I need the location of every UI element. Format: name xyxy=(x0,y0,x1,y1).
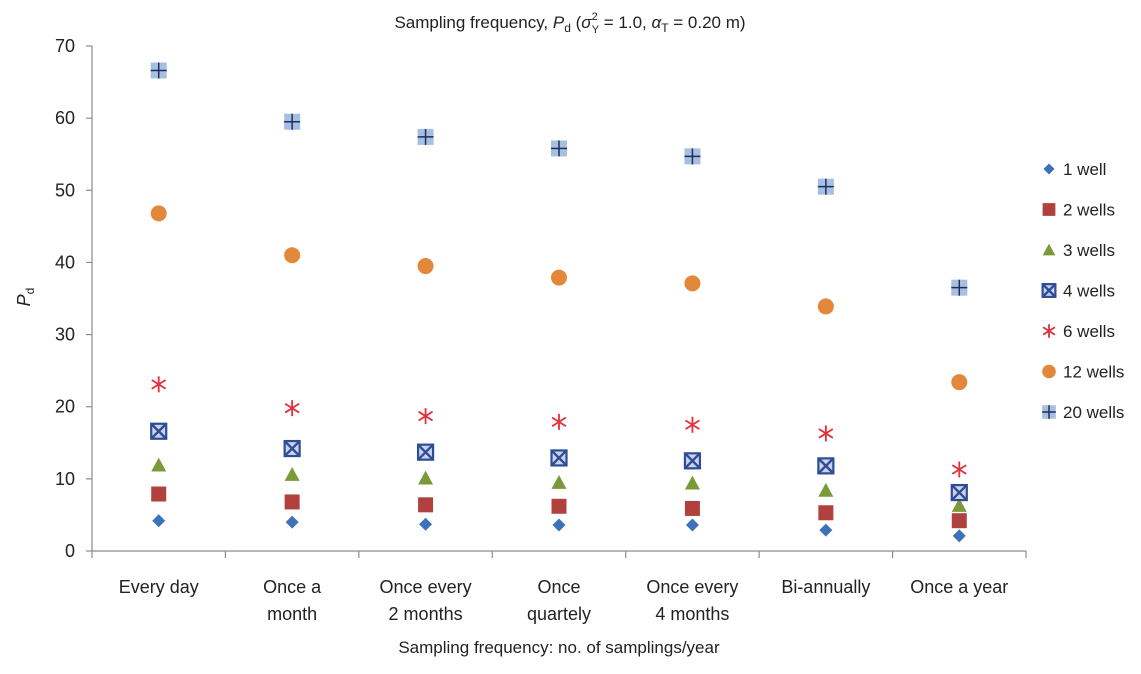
axis-titles: Sampling frequency: no. of samplings/yea… xyxy=(14,288,720,657)
data-point-12-wells xyxy=(150,205,167,222)
legend-label: 6 wells xyxy=(1063,322,1115,341)
data-point-2-wells xyxy=(418,497,434,513)
data-point-1-well xyxy=(419,517,433,531)
data-point-20-wells xyxy=(150,62,167,79)
chart-title-group: Sampling frequency, Pd (σ2 Y = 1.0, αT = … xyxy=(394,11,745,36)
data-point-12-wells xyxy=(417,258,434,275)
y-tick-label: 70 xyxy=(55,36,75,56)
data-point-6-wells xyxy=(284,400,300,417)
data-point-3-wells xyxy=(684,475,700,490)
data-point-3-wells xyxy=(418,470,434,485)
legend-marker-2-wells xyxy=(1042,203,1056,216)
data-point-3-wells xyxy=(284,467,300,481)
y-axis-title: Pd xyxy=(14,288,37,307)
data-point-20-wells xyxy=(817,178,834,195)
legend-marker-12-wells xyxy=(1042,364,1056,379)
data-point-2-wells xyxy=(284,494,300,510)
y-tick-label: 50 xyxy=(55,180,75,200)
data-point-3-wells xyxy=(818,482,834,497)
legend-label: 4 wells xyxy=(1063,282,1115,301)
x-axis-title: Sampling frequency: no. of samplings/yea… xyxy=(398,638,720,657)
data-point-2-wells xyxy=(684,500,700,516)
data-point-4-wells xyxy=(817,457,835,475)
y-tick-label: 40 xyxy=(55,252,75,272)
legend-marker-3-wells xyxy=(1042,243,1056,256)
x-axis-ticks: Every day Once a month Once every 2 months On… xyxy=(91,551,1027,624)
data-point-6-wells xyxy=(151,376,167,393)
data-point-1-well xyxy=(952,529,966,543)
y-tick-label: 0 xyxy=(65,541,75,561)
data-point-6-wells xyxy=(418,408,434,425)
legend-label: 20 wells xyxy=(1063,403,1124,422)
x-category-label: Bi-annually xyxy=(781,577,870,597)
y-tick-label: 10 xyxy=(55,469,75,489)
data-point-20-wells xyxy=(417,128,434,145)
data-point-4-wells xyxy=(416,443,435,461)
data-point-20-wells xyxy=(284,113,301,130)
data-point-2-wells xyxy=(818,505,834,521)
legend-marker-4-wells xyxy=(1041,283,1057,298)
y-tick-label: 30 xyxy=(55,325,75,345)
legend-marker-6-wells xyxy=(1042,324,1056,338)
data-point-3-wells xyxy=(151,457,167,472)
data-point-12-wells xyxy=(551,269,567,286)
data-point-4-wells xyxy=(150,422,168,440)
data-point-3-wells xyxy=(551,474,567,489)
data-point-20-wells xyxy=(684,148,701,165)
data-point-6-wells xyxy=(684,416,700,433)
data-points xyxy=(150,62,968,543)
data-point-1-well xyxy=(685,518,699,532)
legend: 1 well 2 wells 3 wells 4 wells 6 wells 12 wel… xyxy=(1041,160,1124,422)
legend-label: 12 wells xyxy=(1063,363,1124,382)
x-category-label: Once a month xyxy=(263,577,322,624)
data-point-12-wells xyxy=(951,374,968,391)
x-category-label: Every day xyxy=(119,577,199,597)
data-point-2-wells xyxy=(551,498,567,514)
x-category-label: Once quartely xyxy=(527,577,591,624)
data-point-1-well xyxy=(152,514,166,528)
x-category-label: Once a year xyxy=(910,577,1008,597)
data-point-20-wells xyxy=(951,279,968,296)
data-point-12-wells xyxy=(684,275,701,292)
data-point-4-wells xyxy=(283,439,301,458)
legend-label: 2 wells xyxy=(1063,201,1115,220)
x-category-label: Once every 2 months xyxy=(380,577,472,624)
legend-label: 3 wells xyxy=(1063,241,1115,260)
legend-marker-1-well xyxy=(1043,163,1055,175)
y-tick-label: 20 xyxy=(55,397,75,417)
data-point-6-wells xyxy=(951,461,967,478)
legend-label: 1 well xyxy=(1063,160,1106,179)
data-point-12-wells xyxy=(817,298,834,315)
data-point-2-wells xyxy=(151,486,167,502)
data-point-1-well xyxy=(285,515,299,529)
data-point-12-wells xyxy=(284,247,301,264)
data-point-2-wells xyxy=(951,513,967,529)
y-axis-ticks: 0 10 20 30 40 50 60 70 xyxy=(55,36,92,561)
data-point-20-wells xyxy=(551,140,567,157)
data-point-6-wells xyxy=(551,413,567,430)
axes xyxy=(91,46,1026,552)
y-tick-label: 60 xyxy=(55,108,75,128)
data-point-3-wells xyxy=(951,498,967,512)
data-point-6-wells xyxy=(818,425,834,442)
data-point-4-wells xyxy=(950,483,968,502)
chart-title: Sampling frequency, Pd (σ2 Y = 1.0, αT = … xyxy=(394,11,745,36)
x-category-label: Once every 4 months xyxy=(646,577,738,624)
data-point-4-wells xyxy=(550,449,568,467)
legend-marker-20-wells xyxy=(1042,405,1056,419)
data-point-4-wells xyxy=(683,452,702,470)
data-point-1-well xyxy=(819,523,833,537)
data-point-1-well xyxy=(552,518,566,532)
